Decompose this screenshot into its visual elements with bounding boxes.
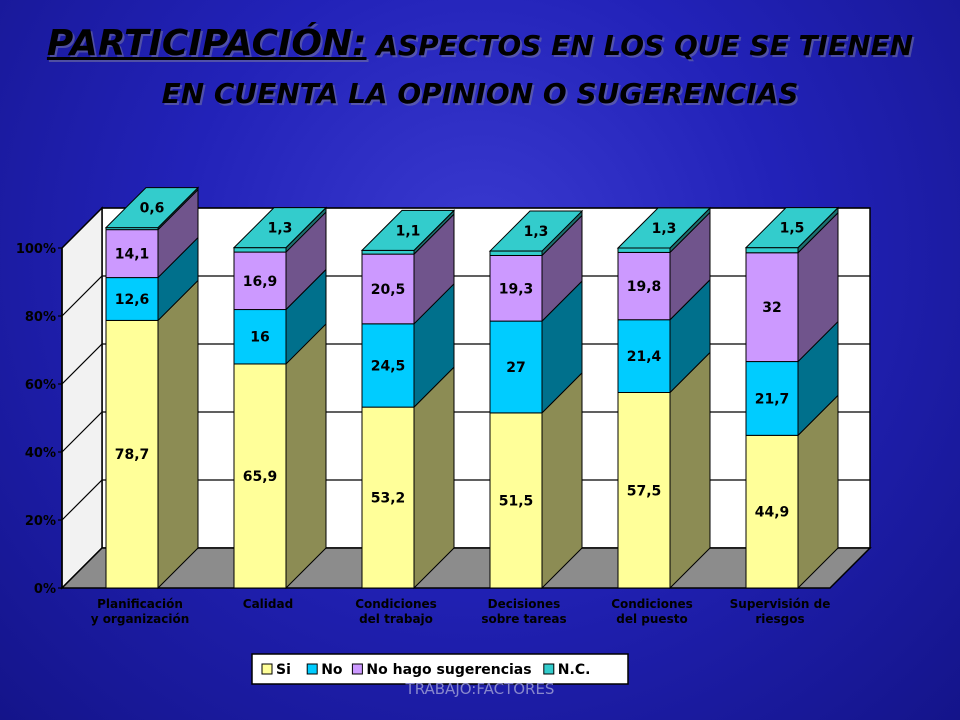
y-tick-label: 80% <box>25 310 56 325</box>
bar-top-value-label: 1,3 <box>524 224 549 240</box>
gridline <box>61 411 870 453</box>
bar-segment <box>105 319 159 589</box>
legend-swatch <box>543 663 555 675</box>
bar-value-label: 24,5 <box>371 358 406 374</box>
legend-swatch <box>261 663 273 675</box>
slide-footer: TRABAJO:FACTORES <box>405 680 555 698</box>
legend-swatch <box>351 663 363 675</box>
legend-label: No hago sugerencias <box>366 662 531 678</box>
bar-value-label: 16,9 <box>243 274 278 290</box>
gridline <box>61 207 870 249</box>
chart-legend: Si No No hago sugerencias N.C. <box>251 653 629 685</box>
gridline <box>61 275 870 317</box>
bar-top <box>488 210 584 252</box>
bar-value-label: 27 <box>506 360 525 376</box>
y-tick-label: 0% <box>34 582 56 597</box>
bar-value-label: 78,7 <box>115 447 150 463</box>
legend-label: N.C. <box>558 662 591 678</box>
bar-segment <box>233 309 287 365</box>
bar-top <box>360 209 456 251</box>
bar-top <box>744 207 840 249</box>
bar-value-label: 57,5 <box>627 483 662 499</box>
bar-value-label: 32 <box>762 300 781 316</box>
bar-segment <box>233 247 287 253</box>
bar-value-label: 19,3 <box>499 281 534 297</box>
bar-value-label: 21,4 <box>627 349 662 365</box>
bar-value-label: 16 <box>250 330 269 346</box>
slide-title: PARTICIPACIÓN: ASPECTOS EN LOS QUE SE TI… <box>40 22 920 120</box>
legend-label: Si <box>276 662 291 678</box>
bar-value-label: 21,7 <box>755 391 790 407</box>
title-main: PARTICIPACIÓN: <box>46 23 367 64</box>
y-tick-label: 100% <box>16 242 56 257</box>
bar-top <box>232 207 328 249</box>
bar-top <box>104 187 200 229</box>
side-wall <box>61 206 103 590</box>
bar-value-label: 44,9 <box>755 505 790 521</box>
bar-segment <box>361 406 415 589</box>
bar-top-value-label: 1,3 <box>652 221 677 237</box>
category-label: Condiciones del trabajo <box>355 597 437 626</box>
bar-value-label: 19,8 <box>627 279 662 295</box>
bar-side <box>157 279 199 590</box>
bar-segment <box>489 412 543 589</box>
bar-top-value-label: 1,3 <box>268 221 293 237</box>
bar-top-value-label: 1,5 <box>780 221 805 237</box>
y-tick-label: 60% <box>25 378 56 393</box>
bar-segment <box>617 247 671 253</box>
bar-top <box>616 207 712 249</box>
legend-swatch <box>306 663 318 675</box>
bar-segment <box>361 253 415 325</box>
bar-segment <box>745 247 799 254</box>
bar-value-label: 65,9 <box>243 469 278 485</box>
bar-value-label: 12,6 <box>115 292 150 308</box>
bar-value-label: 51,5 <box>499 493 534 509</box>
category-label: Condiciones del puesto <box>611 597 693 626</box>
gridline <box>61 479 870 521</box>
bar-segment <box>233 363 287 589</box>
bar-segment <box>361 249 415 255</box>
category-label: Calidad <box>243 597 293 611</box>
bar-segment <box>105 229 159 279</box>
bar-segment <box>745 434 799 589</box>
bar-segment <box>745 252 799 363</box>
bar-value-label: 14,1 <box>115 247 150 263</box>
title-rest: ASPECTOS EN LOS QUE SE TIENEN EN CUENTA … <box>161 29 914 110</box>
legend-label: No <box>321 662 343 678</box>
bar-side <box>285 322 327 590</box>
bar-top-value-label: 1,1 <box>396 223 421 239</box>
bar-segment <box>361 323 415 408</box>
category-label: Decisiones sobre tareas <box>481 597 566 626</box>
bar-value-label: 53,2 <box>371 491 406 507</box>
category-label: Planificación y organización <box>91 597 190 626</box>
y-tick-label: 20% <box>25 514 56 529</box>
bar-top-value-label: 0,6 <box>140 201 165 217</box>
category-label: Supervisión de riesgos <box>730 597 831 626</box>
y-tick-label: 40% <box>25 446 56 461</box>
bar-segment <box>489 320 543 414</box>
bar-value-label: 20,5 <box>371 282 406 298</box>
bar-segment <box>617 319 671 393</box>
gridline <box>61 343 870 385</box>
bar-segment <box>489 250 543 256</box>
bar-segment <box>233 251 287 311</box>
bar-side <box>669 351 711 590</box>
